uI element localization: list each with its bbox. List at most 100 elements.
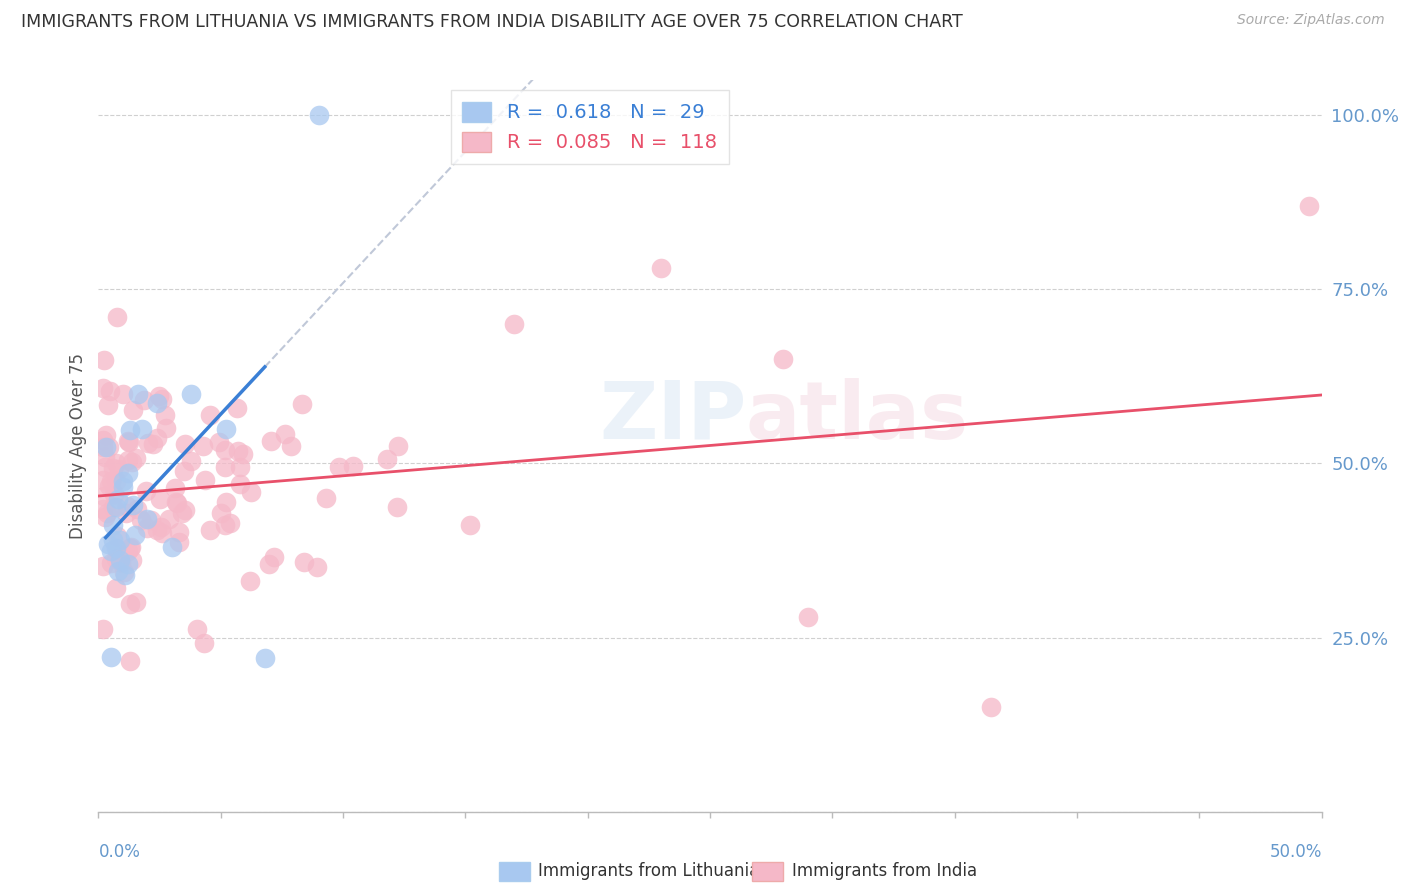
Point <box>174 502 197 516</box>
Point <box>200 408 222 422</box>
Point <box>170 506 193 520</box>
Point <box>650 261 672 276</box>
Point <box>91 380 114 394</box>
Point <box>132 393 155 408</box>
Point <box>214 517 236 532</box>
Point <box>131 421 153 435</box>
Point <box>214 443 236 458</box>
Text: Immigrants from India: Immigrants from India <box>792 863 977 880</box>
Point <box>315 491 337 506</box>
Point <box>259 434 281 448</box>
Point <box>292 555 315 569</box>
Point <box>165 481 187 495</box>
Text: Source: ZipAtlas.com: Source: ZipAtlas.com <box>1237 13 1385 28</box>
Point <box>104 581 127 595</box>
Point <box>94 440 117 454</box>
Point <box>274 426 297 441</box>
Point <box>101 533 124 548</box>
Point <box>305 559 328 574</box>
Point <box>160 540 183 554</box>
Point <box>139 513 162 527</box>
Point <box>120 541 142 556</box>
Point <box>127 501 149 516</box>
Point <box>100 556 122 570</box>
Point <box>121 553 143 567</box>
Point <box>214 460 236 475</box>
Point <box>91 622 114 636</box>
Point <box>101 518 124 533</box>
Y-axis label: Disability Age Over 75: Disability Age Over 75 <box>69 353 87 539</box>
Point <box>117 544 139 558</box>
Point <box>129 513 152 527</box>
Point <box>193 439 215 453</box>
Point <box>980 700 1002 714</box>
Point <box>121 402 143 417</box>
Point <box>328 460 350 475</box>
Point <box>165 495 187 509</box>
Point <box>180 386 202 401</box>
Point <box>200 524 222 538</box>
Point <box>104 541 127 556</box>
Point <box>91 559 114 574</box>
Point <box>111 387 134 401</box>
Point <box>97 537 120 551</box>
Point <box>342 458 364 473</box>
Point <box>120 654 142 668</box>
Point <box>121 455 143 469</box>
Point <box>280 439 302 453</box>
Point <box>107 491 129 506</box>
Point <box>104 474 127 488</box>
Point <box>110 533 132 547</box>
Text: Immigrants from Lithuania: Immigrants from Lithuania <box>538 863 759 880</box>
Point <box>387 439 409 453</box>
Point <box>136 512 159 526</box>
Point <box>209 506 232 520</box>
Text: IMMIGRANTS FROM LITHUANIA VS IMMIGRANTS FROM INDIA DISABILITY AGE OVER 75 CORREL: IMMIGRANTS FROM LITHUANIA VS IMMIGRANTS … <box>21 13 963 31</box>
Point <box>797 609 820 624</box>
Point <box>125 451 148 466</box>
Point <box>150 525 173 540</box>
Text: 0.0%: 0.0% <box>98 843 141 861</box>
Point <box>772 351 794 366</box>
Point <box>94 460 117 475</box>
Text: ZIP: ZIP <box>600 377 747 456</box>
Point <box>114 568 136 582</box>
Point <box>150 520 173 534</box>
Point <box>229 459 252 474</box>
Point <box>101 500 124 515</box>
Point <box>115 499 138 513</box>
Text: atlas: atlas <box>745 377 969 456</box>
Point <box>93 352 115 367</box>
Point <box>155 409 177 423</box>
Point <box>91 473 114 487</box>
Point <box>142 437 165 451</box>
Point <box>121 499 143 513</box>
Point <box>118 597 141 611</box>
Point <box>208 434 231 449</box>
Point <box>194 473 217 487</box>
Point <box>117 434 139 449</box>
Point <box>111 474 134 488</box>
Point <box>229 477 252 491</box>
Point <box>110 555 132 569</box>
Point <box>117 453 139 467</box>
Point <box>174 437 197 451</box>
Point <box>155 421 177 435</box>
Point <box>387 500 409 514</box>
Point <box>100 475 122 489</box>
Point <box>291 397 314 411</box>
Point <box>124 527 146 541</box>
Point <box>117 557 139 571</box>
Point <box>167 524 190 539</box>
Point <box>169 534 191 549</box>
Point <box>146 395 169 409</box>
Point <box>91 501 114 516</box>
Point <box>103 487 125 501</box>
Point <box>180 453 202 467</box>
Point <box>117 466 139 480</box>
Text: 50.0%: 50.0% <box>1270 843 1322 861</box>
Point <box>120 423 142 437</box>
Point <box>100 649 122 664</box>
Point <box>105 310 128 325</box>
Point <box>97 398 120 412</box>
